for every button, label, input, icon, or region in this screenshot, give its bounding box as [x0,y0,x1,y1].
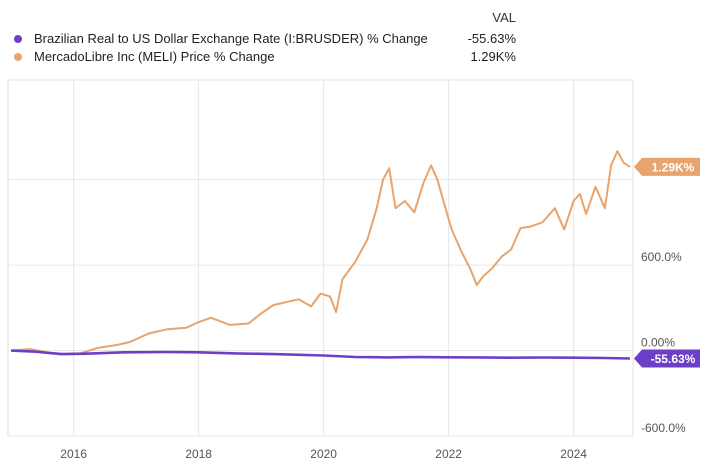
x-tick-label-2022: 2022 [435,447,462,461]
series-line-0 [11,150,631,356]
end-label-text-1: -55.63% [651,352,696,366]
chart-legend: VAL Brazilian Real to US Dollar Exchange… [0,0,712,72]
y-tick-label-0: -600.0% [641,421,686,435]
legend-marker-brl [14,35,22,43]
legend-value-header: VAL [492,10,516,25]
legend-label-brl: Brazilian Real to US Dollar Exchange Rat… [34,31,428,46]
legend-marker-meli [14,53,22,61]
y-tick-label-1: 0.00% [641,336,675,350]
x-tick-label-2016: 2016 [60,447,87,461]
legend-value-brl: -55.63% [467,31,516,46]
series-line-1 [11,349,630,360]
line-chart: -600.0%0.00%600.0%1.20K%2016201820202022… [7,79,700,461]
y-tick-label-2: 600.0% [641,250,682,264]
plot-frame [7,79,634,437]
x-tick-label-2024: 2024 [560,447,587,461]
legend-label-meli: MercadoLibre Inc (MELI) Price % Change [34,49,275,64]
legend-item-brl[interactable]: Brazilian Real to US Dollar Exchange Rat… [0,30,712,48]
x-tick-label-2020: 2020 [310,447,337,461]
x-tick-label-2018: 2018 [185,447,212,461]
end-label-badge-0 [634,157,700,176]
legend-value-meli: 1.29K% [470,49,516,64]
end-label-badge-1 [634,349,700,368]
end-label-text-0: 1.29K% [652,160,695,174]
legend-item-meli[interactable]: MercadoLibre Inc (MELI) Price % Change 1… [0,48,712,66]
